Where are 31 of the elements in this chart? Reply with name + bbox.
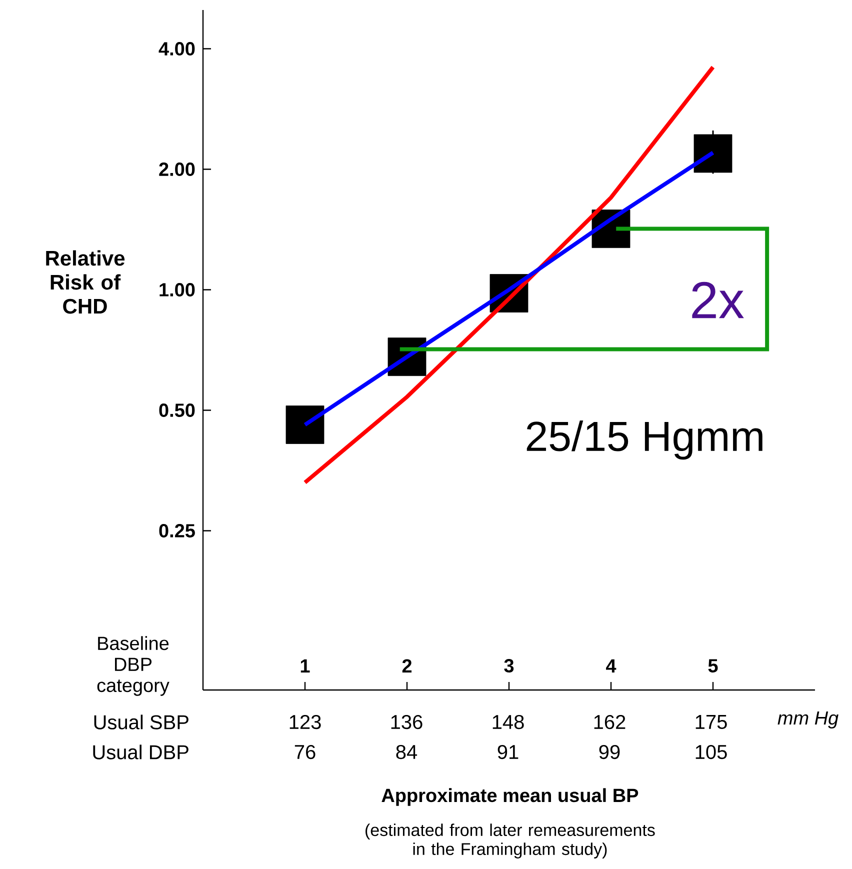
text: 84 xyxy=(396,744,418,760)
x-tick-label: 3 xyxy=(504,658,514,672)
x-tick-label: 5 xyxy=(708,659,718,672)
point xyxy=(694,134,732,173)
text: Approximate mean usual BP xyxy=(382,788,638,806)
y-tick-label: 4.00 xyxy=(158,42,195,56)
y-tick-label: 1.00 xyxy=(160,283,195,296)
text: 148 xyxy=(492,714,524,730)
text: 175 xyxy=(696,715,727,730)
text: 136 xyxy=(391,714,422,730)
text: 76 xyxy=(294,744,316,760)
text: Usual SBP xyxy=(94,714,188,730)
point xyxy=(286,406,324,444)
text: (estimated from later remeasurements in the Framingham study) xyxy=(366,824,655,858)
x-tick-label: 4 xyxy=(606,659,616,672)
annotation: 25/15 Hgmm xyxy=(526,420,762,460)
text: 123 xyxy=(290,714,321,730)
text: Baseline DBP category xyxy=(97,636,170,696)
x-tick-label: 2 xyxy=(402,659,412,672)
annotation: 2x xyxy=(692,282,744,318)
text: Usual DBP xyxy=(93,744,188,760)
y-axis-title: Relative Risk of CHD xyxy=(46,250,125,314)
text: 105 xyxy=(696,744,727,760)
text: 162 xyxy=(594,714,626,730)
y-tick-label: 2.00 xyxy=(159,162,195,176)
text: 91 xyxy=(498,744,518,760)
text: mm Hg xyxy=(778,711,838,728)
y-tick-label: 0.50 xyxy=(159,404,195,417)
y-tick-label: 0.25 xyxy=(159,524,195,538)
text: 99 xyxy=(599,744,620,760)
x-tick-label: 1 xyxy=(300,659,310,672)
